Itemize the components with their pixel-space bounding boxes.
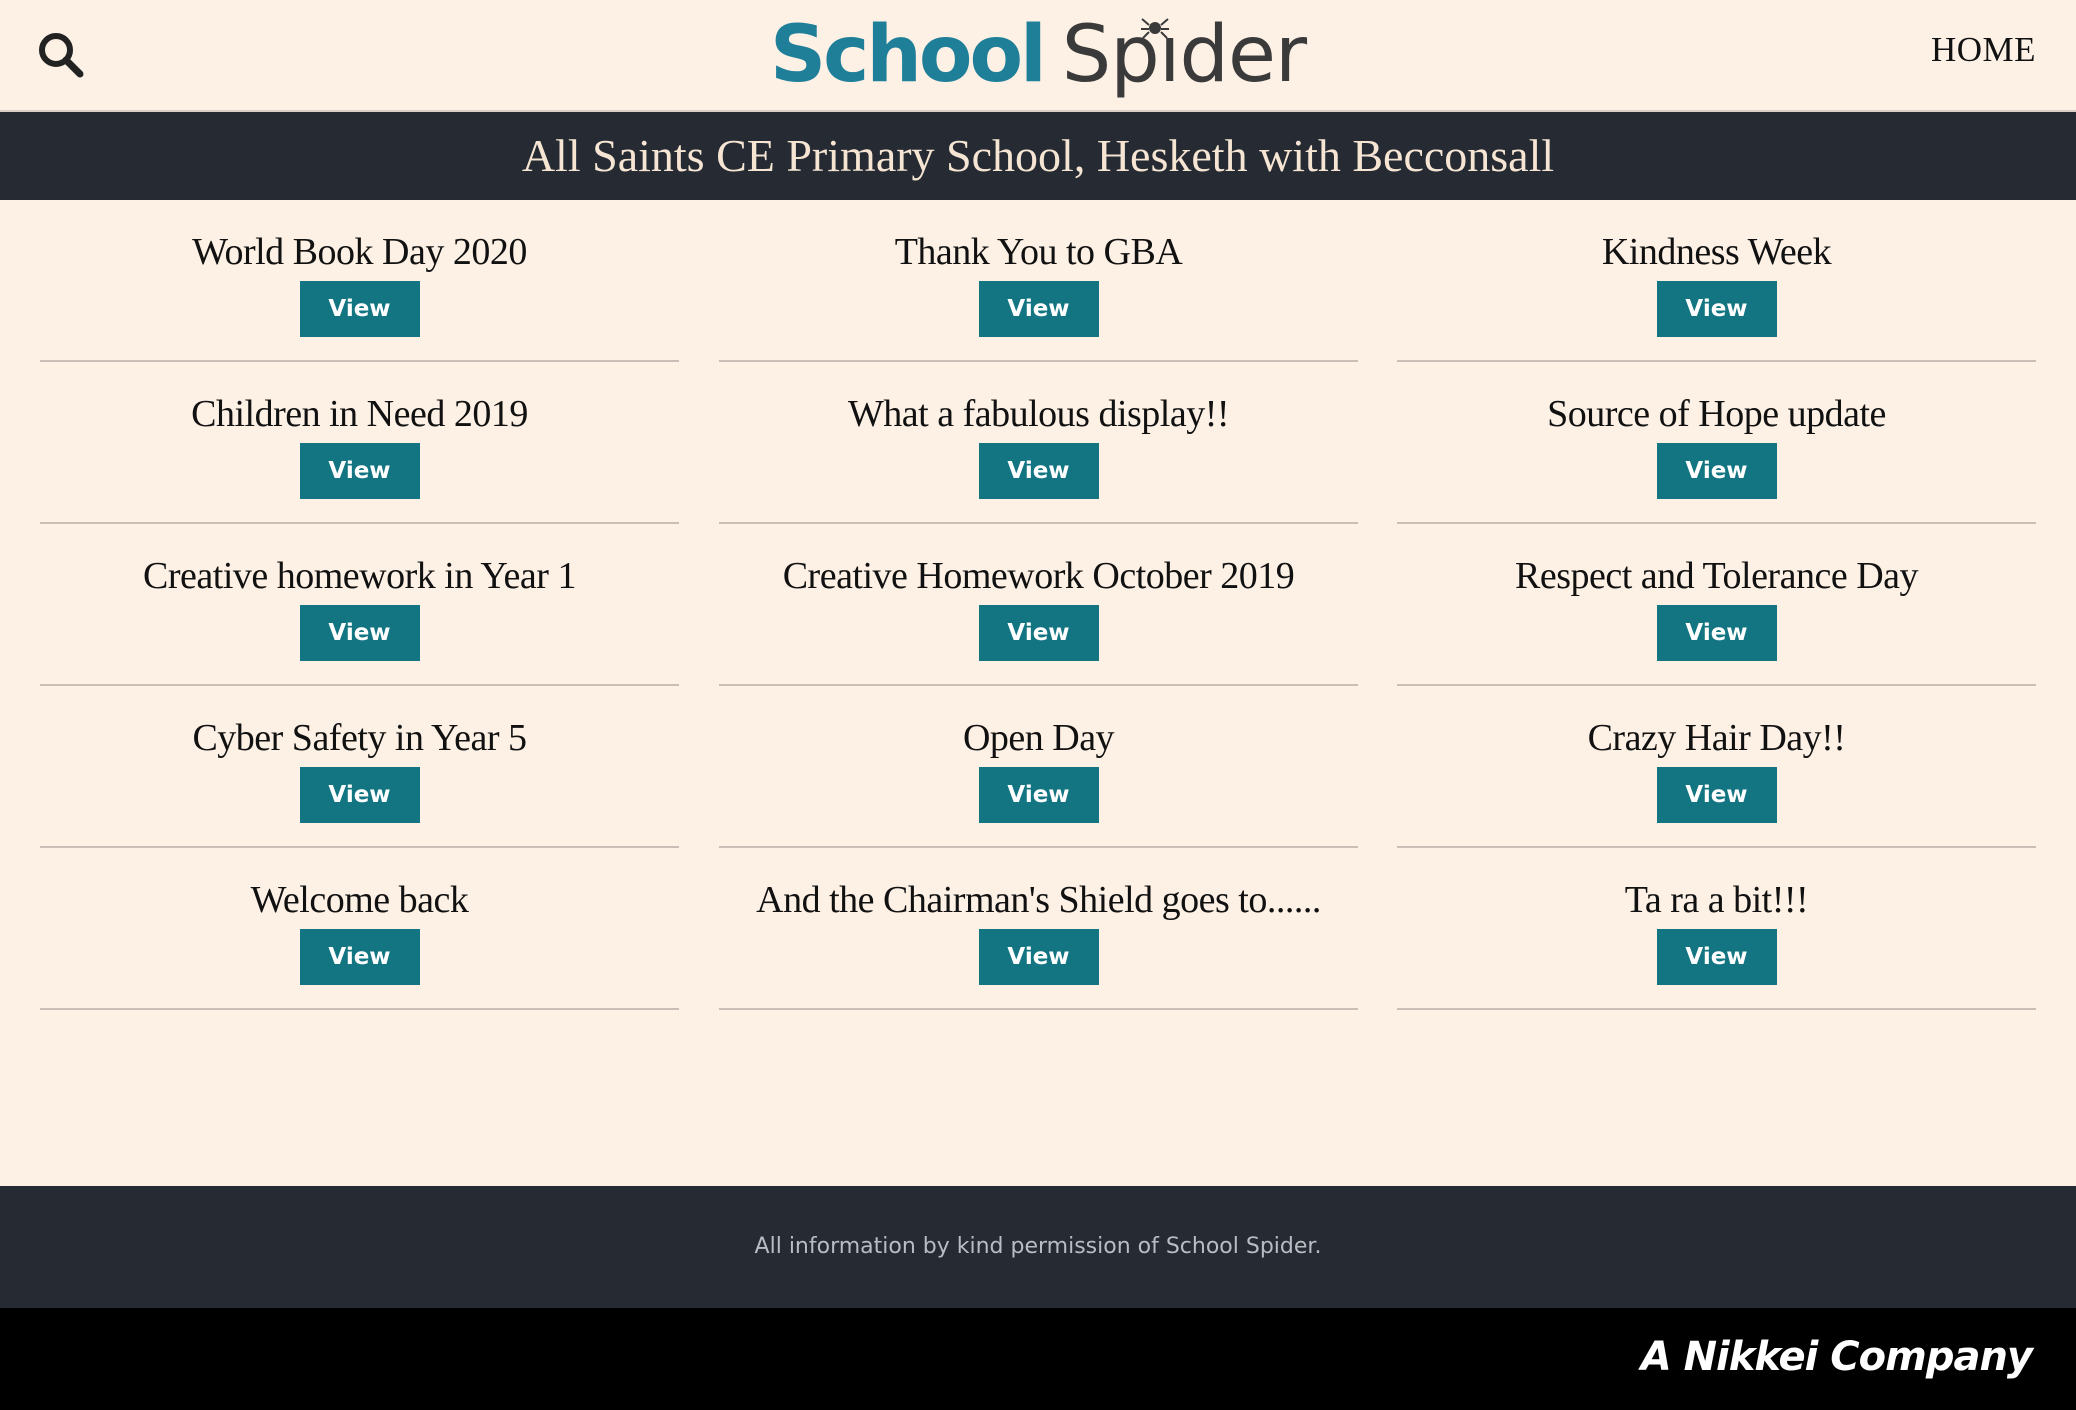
post-title: Respect and Tolerance Day [1514,555,1919,597]
post-title: Ta ra a bit!!! [1624,879,1809,921]
post-card: Ta ra a bit!!! View [1397,848,2036,1010]
post-title: Cyber Safety in Year 5 [192,717,527,759]
post-card: What a fabulous display!! View [719,362,1358,524]
view-button[interactable]: View [978,443,1099,499]
post-card: Cyber Safety in Year 5 View [40,686,679,848]
permission-text: All information by kind permission of Sc… [754,1234,1322,1259]
view-button[interactable]: View [299,443,420,499]
post-card: Children in Need 2019 View [40,362,679,524]
view-button[interactable]: View [299,605,420,661]
footer: All information by kind permission of Sc… [0,1186,2076,1308]
school-name-banner: All Saints CE Primary School, Hesketh wi… [0,112,2076,200]
view-button[interactable]: View [1656,605,1777,661]
logo-school-text: School [769,10,1047,100]
post-card: Creative homework in Year 1 View [40,524,679,686]
home-link[interactable]: HOME [1930,30,2036,69]
view-button[interactable]: View [299,767,420,823]
view-button[interactable]: View [1656,443,1777,499]
logo-spider-word: Spıder [1061,10,1307,100]
view-button[interactable]: View [299,281,420,337]
view-button[interactable]: View [1656,929,1777,985]
post-card: Creative Homework October 2019 View [719,524,1358,686]
post-title: Children in Need 2019 [191,393,528,435]
school-spider-logo[interactable]: School Spıder [0,8,2076,101]
post-title: Open Day [962,717,1115,759]
post-card: Crazy Hair Day!! View [1397,686,2036,848]
post-title: What a fabulous display!! [847,393,1230,435]
post-title: Thank You to GBA [894,231,1183,273]
post-title: And the Chairman's Shield goes to...... [756,879,1321,921]
spider-icon [1140,18,1169,39]
post-card: Welcome back View [40,848,679,1010]
post-card: Source of Hope update View [1397,362,2036,524]
post-card: Thank You to GBA View [719,200,1358,362]
post-title: Crazy Hair Day!! [1587,717,1846,759]
post-title: Welcome back [250,879,469,921]
view-button[interactable]: View [1656,281,1777,337]
sub-footer: A Nikkei Company [0,1308,2076,1410]
view-button[interactable]: View [299,929,420,985]
nikkei-company-logo[interactable]: A Nikkei Company [1640,1334,2033,1380]
post-title: Creative homework in Year 1 [143,555,576,597]
view-button[interactable]: View [978,605,1099,661]
post-title: Creative Homework October 2019 [782,555,1295,597]
logo-spider-text: Spıder [1061,10,1307,100]
search-icon[interactable] [36,30,86,80]
post-card: Kindness Week View [1397,200,2036,362]
post-title: Source of Hope update [1547,393,1886,435]
post-title: World Book Day 2020 [192,231,527,273]
post-card: World Book Day 2020 View [40,200,679,362]
view-button[interactable]: View [978,929,1099,985]
post-card: Open Day View [719,686,1358,848]
post-card: And the Chairman's Shield goes to...... … [719,848,1358,1010]
top-bar: School Spıder HOME [0,0,2076,112]
post-card: Respect and Tolerance Day View [1397,524,2036,686]
view-button[interactable]: View [978,767,1099,823]
view-button[interactable]: View [978,281,1099,337]
post-title: Kindness Week [1601,231,1832,273]
view-button[interactable]: View [1656,767,1777,823]
